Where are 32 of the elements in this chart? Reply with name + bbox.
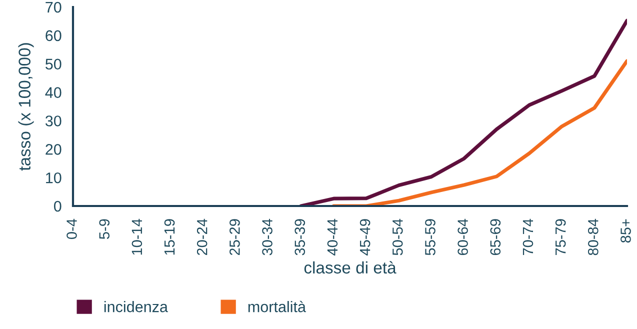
y-axis-title: tasso (x 100,000) (18, 43, 34, 171)
y-tick-label: 30 (45, 116, 62, 126)
y-tick-label: 40 (45, 87, 62, 98)
x-tick-label: 75-79 (555, 219, 566, 256)
x-tick-label: 70-74 (522, 218, 534, 256)
line-series (299, 18, 627, 206)
x-axis-title: classe di età (304, 261, 396, 274)
x-tick-label: 0-4 (66, 218, 77, 240)
y-tick-label: 70 (46, 2, 62, 13)
x-tick-label: 55-59 (425, 219, 436, 256)
line-series (332, 59, 627, 206)
x-tick-label: 50-54 (392, 218, 403, 256)
x-tick-label: 15-19 (164, 219, 175, 255)
x-tick-label: 65-69 (490, 219, 501, 256)
x-tick-label: 45-49 (360, 219, 370, 256)
legend-label: mortalità (248, 300, 306, 312)
y-tick-label: 50 (46, 58, 62, 70)
y-tick-label: 10 (46, 172, 62, 184)
x-tick-label: 20-24 (196, 218, 208, 256)
x-tick-label: 60-64 (458, 218, 468, 256)
x-tick-label: 85+ (620, 219, 631, 243)
x-tick-label: 10-14 (132, 218, 142, 255)
x-tick-label: 30-34 (262, 218, 272, 256)
y-tick-label: 20 (46, 144, 62, 155)
x-tick-label: 40-44 (327, 218, 338, 256)
x-tick-label: 35-39 (294, 219, 306, 256)
x-tick-label: 25-29 (230, 219, 240, 256)
legend-label: incidenza (104, 301, 168, 312)
x-tick-label: 80-84 (588, 218, 598, 256)
y-tick-label: 0 (54, 200, 62, 212)
x-tick-label: 5-9 (99, 219, 110, 239)
y-tick-label: 60 (46, 30, 62, 42)
